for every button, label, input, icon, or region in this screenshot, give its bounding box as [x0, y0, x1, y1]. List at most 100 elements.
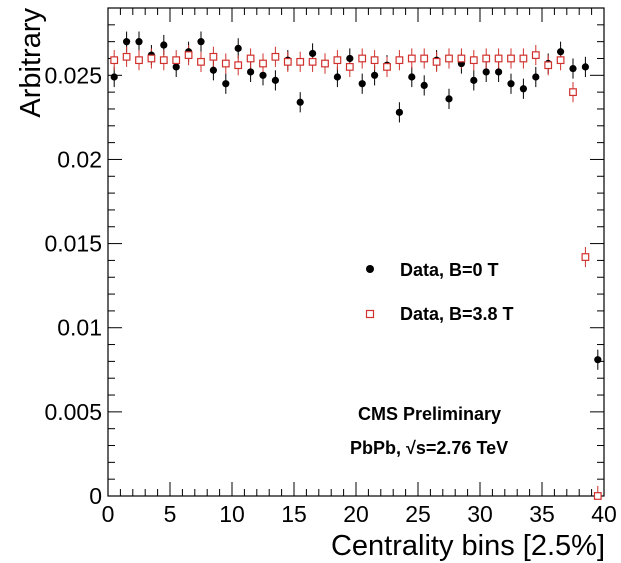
data-point-b38: [197, 57, 205, 66]
data-point-b0: [259, 71, 267, 79]
data-point-b0: [519, 85, 528, 93]
legend-item-b0: Data, B=0 T: [366, 260, 499, 280]
data-point-b0: [247, 68, 255, 76]
data-point-b38: [507, 54, 515, 63]
data-point-b38: [420, 54, 429, 63]
x-tick-label: 0: [102, 501, 115, 527]
data-point-b38: [519, 54, 528, 63]
data-point-b38: [110, 56, 119, 65]
data-point-b0: [333, 73, 341, 81]
data-point-b38: [321, 59, 329, 68]
legend-label-b0: Data, B=0 T: [400, 260, 499, 280]
data-point-b0: [569, 64, 577, 73]
data-point-b0: [172, 63, 180, 71]
data-point-b38: [569, 88, 577, 97]
data-point-b38: [221, 59, 230, 68]
data-point-b0: [482, 68, 490, 76]
data-point-b38: [184, 51, 193, 60]
data-point-b38: [234, 61, 243, 70]
data-point-b0: [209, 66, 217, 74]
y-tick-label: 0.025: [44, 62, 102, 88]
data-point-b38: [445, 54, 453, 63]
y-tick-label: 0.02: [57, 146, 102, 172]
data-point-b0: [197, 38, 205, 46]
data-point-b0: [420, 81, 428, 90]
data-point-b38: [246, 54, 255, 63]
y-tick-label: 0.005: [44, 399, 102, 425]
x-axis-title: Centrality bins [2.5%]: [331, 530, 605, 562]
data-point-b0: [581, 63, 590, 71]
data-point-b38: [556, 56, 565, 65]
y-tick-label: 0: [89, 483, 102, 509]
data-point-b0: [371, 71, 379, 79]
data-point-b38: [432, 57, 441, 66]
data-point-b38: [593, 492, 602, 500]
data-point-b38: [345, 62, 354, 71]
data-point-b0: [222, 80, 230, 88]
data-point-b38: [283, 57, 292, 66]
data-point-b38: [581, 253, 590, 261]
legend-item-b38: Data, B=3.8 T: [365, 304, 514, 324]
data-point-b38: [407, 54, 416, 63]
data-point-b38: [358, 54, 367, 63]
legend-label-b38: Data, B=3.8 T: [400, 304, 514, 324]
data-point-b38: [494, 54, 503, 63]
data-point-b0: [123, 38, 131, 46]
data-point-b0: [557, 48, 565, 56]
data-point-b38: [333, 56, 342, 65]
data-point-b38: [531, 51, 540, 60]
data-point-b0: [470, 76, 478, 84]
data-point-b0: [594, 356, 602, 364]
x-tick-label: 5: [164, 501, 177, 527]
x-tick-label: 40: [591, 501, 617, 527]
data-point-b0: [395, 108, 403, 116]
data-point-b38: [147, 54, 156, 63]
x-tick-label: 20: [343, 501, 369, 527]
y-axis-title: Arbitrary: [15, 8, 47, 118]
legend-marker-b38: [365, 309, 375, 319]
data-point-b38: [482, 54, 491, 63]
data-point-b0: [495, 68, 503, 76]
data-point-b38: [259, 59, 267, 68]
x-tick-label: 25: [405, 501, 431, 527]
data-point-b38: [308, 57, 317, 66]
data-point-b38: [209, 52, 218, 61]
y-tick-label: 0.01: [57, 315, 102, 341]
data-point-b38: [122, 52, 131, 61]
data-point-b38: [271, 52, 280, 61]
x-tick-label: 10: [219, 501, 245, 527]
data-point-b0: [234, 44, 242, 52]
data-point-b0: [346, 54, 354, 63]
data-point-b0: [135, 38, 143, 46]
data-point-b38: [383, 62, 391, 71]
data-point-b38: [172, 56, 181, 65]
data-point-b38: [544, 61, 553, 70]
legend-marker-b0: [366, 265, 374, 273]
x-tick-label: 35: [529, 501, 555, 527]
annotation-collision-energy: PbPb, √s=2.76 TeV: [350, 438, 508, 458]
data-point-b0: [309, 49, 317, 58]
data-point-b38: [370, 56, 379, 65]
data-point-b38: [469, 56, 478, 65]
data-point-b0: [532, 73, 540, 81]
data-point-b0: [445, 95, 453, 103]
plot-frame: [107, 7, 605, 497]
x-tick-label: 15: [281, 501, 307, 527]
data-point-b0: [358, 80, 366, 88]
x-tick-label: 30: [467, 501, 493, 527]
data-point-b38: [457, 54, 466, 63]
data-point-b0: [507, 80, 515, 88]
data-point-b38: [296, 57, 305, 66]
data-point-b0: [160, 41, 168, 49]
y-tick-label: 0.015: [44, 231, 102, 257]
data-point-b0: [296, 98, 304, 106]
data-point-b0: [408, 73, 416, 81]
data-point-b0: [271, 76, 279, 84]
legend: Data, B=0 T Data, B=3.8 T: [365, 260, 514, 324]
data-point-b0: [110, 73, 118, 81]
annotation-cms-preliminary: CMS Preliminary: [358, 404, 501, 424]
data-point-b38: [135, 56, 143, 65]
data-point-b38: [159, 56, 168, 65]
data-point-b38: [395, 56, 404, 65]
